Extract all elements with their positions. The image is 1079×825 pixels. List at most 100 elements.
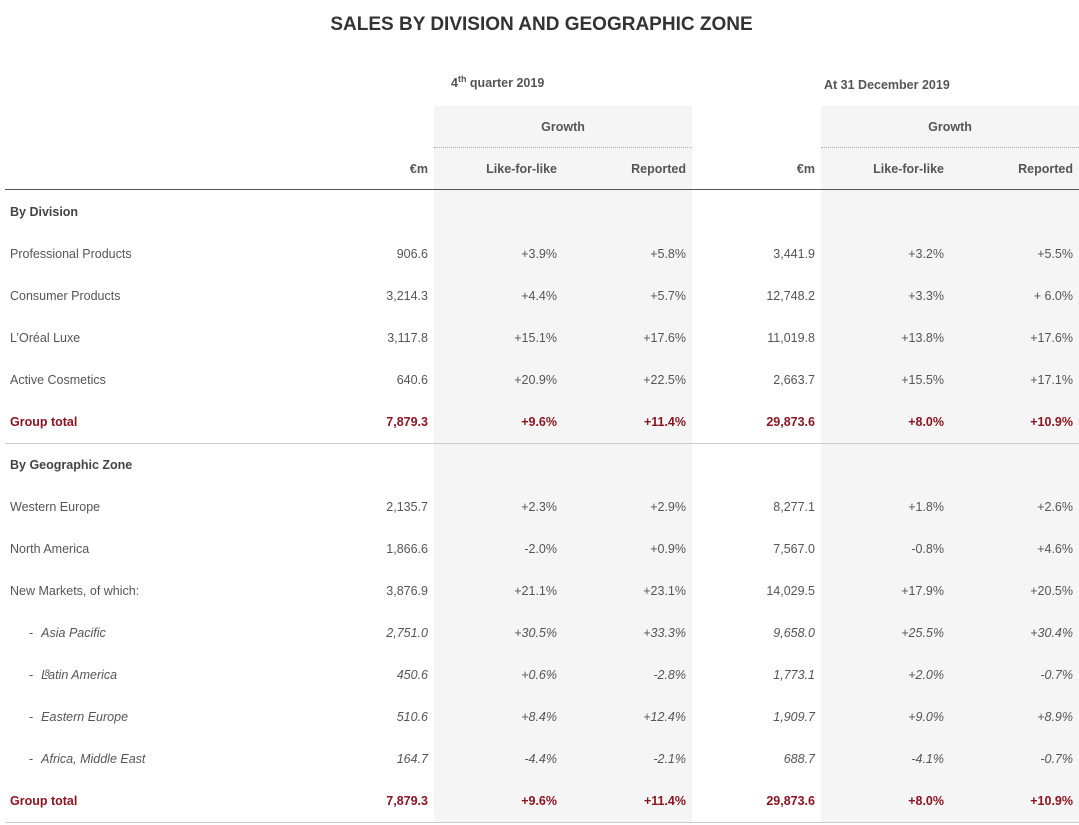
row-label: North America [10, 542, 90, 556]
row-label: - Africa, Middle East [29, 752, 145, 766]
region-name: Africa, Middle East [41, 752, 146, 766]
q4-lfl-cell: +2.3% [521, 500, 557, 514]
q4-sales-cell: 640.6 [396, 373, 428, 387]
region-name: Asia Pacific [41, 626, 106, 640]
fy-lfl-cell: +3.3% [908, 289, 944, 303]
fy-reported-cell: +10.9% [1030, 415, 1073, 429]
fy-sales-cell: 9,658.0 [773, 626, 815, 640]
row-label: L’Oréal Luxe [10, 331, 81, 345]
fy-reported-cell: +2.6% [1037, 500, 1073, 514]
fy-lfl-cell: +8.0% [908, 415, 944, 429]
list-dash: - [29, 710, 34, 724]
fy-reported-cell: +5.5% [1037, 247, 1073, 261]
region-name: Latin America [41, 668, 118, 682]
fy-sales-cell: 12,748.2 [766, 289, 815, 303]
row-label: New Markets, of which: [10, 584, 140, 598]
q4-reported-cell: +0.9% [650, 542, 686, 556]
fy-lfl-cell: +2.0% [908, 668, 944, 682]
fy-sales-cell: 1,909.7 [773, 710, 815, 724]
q4-superscript: th [457, 74, 467, 84]
fy-sales-cell: 11,019.8 [767, 331, 815, 345]
q4-reported-cell: -2.1% [653, 752, 686, 766]
q4-growth-divider [434, 147, 692, 148]
table-row: Professional Products 906.6 +3.9% +5.8% … [0, 247, 1079, 267]
section-heading-division: By Division [0, 205, 1079, 225]
division-group-total-row: Group total 7,879.3 +9.6% +11.4% 29,873.… [0, 415, 1079, 435]
row-label: - Eastern Europe [29, 710, 128, 724]
sub-region-row: - Asia Pacific 2,751.0 +30.5% +33.3% 9,65… [0, 626, 1079, 646]
row-label: Group total [10, 415, 78, 429]
q4-reported-cell: +23.1% [643, 584, 686, 598]
fy-lfl-cell: -4.1% [911, 752, 944, 766]
sub-region-row: - Africa, Middle East 164.7 -4.4% -2.1% 6… [0, 752, 1079, 772]
row-label: - Asia Pacific [29, 626, 106, 640]
q4-prefix: 4 [451, 76, 458, 90]
q4-reported-cell: +22.5% [643, 373, 686, 387]
q4-sales-cell: 3,214.3 [386, 289, 428, 303]
fy-sales-cell: 2,663.7 [773, 373, 815, 387]
header-rule [5, 189, 1079, 190]
q4-lfl-cell: +4.4% [521, 289, 557, 303]
row-label: By Geographic Zone [10, 458, 133, 472]
fy-reported-cell: +4.6% [1037, 542, 1073, 556]
row-label: Consumer Products [10, 289, 121, 303]
row-label: Active Cosmetics [10, 373, 106, 387]
sub-region-row: - Latin America 8 450.6 +0.6% -2.8% 1,773… [0, 668, 1079, 688]
q4-em-header: €m [409, 162, 428, 176]
fy-reported-header: Reported [1018, 162, 1073, 176]
sub-region-row: - Eastern Europe 510.6 +8.4% +12.4% 1,909… [0, 710, 1079, 730]
q4-suffix: quarter 2019 [466, 76, 545, 90]
page-title: SALES BY DIVISION AND GEOGRAPHIC ZONE [330, 14, 753, 35]
q4-reported-cell: +5.8% [650, 247, 686, 261]
q4-reported-cell: +12.4% [643, 710, 686, 724]
fy-reported-cell: +10.9% [1030, 794, 1073, 808]
fy-sales-cell: 7,567.0 [773, 542, 815, 556]
fy-lfl-cell: +17.9% [901, 584, 944, 598]
q4-lfl-cell: +3.9% [521, 247, 557, 261]
q4-reported-cell: +2.9% [650, 500, 686, 514]
section-rule [5, 443, 1079, 444]
q4-sales-cell: 2,751.0 [386, 626, 428, 640]
q4-lfl-cell: +9.6% [521, 415, 557, 429]
q4-lfl-cell: +30.5% [514, 626, 557, 640]
table-row: New Markets, of which: 3,876.9 +21.1% +2… [0, 584, 1079, 604]
fy-growth-header: Growth [928, 120, 972, 134]
fy-reported-cell: -0.7% [1040, 668, 1073, 682]
q4-sales-cell: 2,135.7 [386, 500, 428, 514]
row-label: Western Europe [10, 500, 101, 514]
table-row: Consumer Products 3,214.3 +4.4% +5.7% 12… [0, 289, 1079, 309]
fy-reported-cell: +17.1% [1030, 373, 1073, 387]
list-dash: - [29, 626, 34, 640]
fy-sales-cell: 3,441.9 [773, 247, 815, 261]
table-row: L’Oréal Luxe 3,117.8 +15.1% +17.6% 11,01… [0, 331, 1079, 351]
q4-period-header: 4th quarter 2019 [451, 74, 545, 91]
fy-lfl-header: Like-for-like [873, 162, 944, 176]
zone-group-total-row: Group total 7,879.3 +9.6% +11.4% 29,873.… [0, 794, 1079, 814]
q4-reported-cell: +5.7% [650, 289, 686, 303]
fy-sales-cell: 29,873.6 [766, 415, 815, 429]
table-row: Active Cosmetics 640.6 +20.9% +22.5% 2,6… [0, 373, 1079, 393]
fy-sales-cell: 1,773.1 [773, 668, 815, 682]
q4-sales-cell: 7,879.3 [386, 415, 428, 429]
q4-sales-cell: 906.6 [396, 247, 428, 261]
q4-reported-cell: -2.8% [653, 668, 686, 682]
list-dash: - [29, 668, 34, 682]
q4-lfl-cell: -2.0% [524, 542, 557, 556]
section-heading-geographic-zone: By Geographic Zone [0, 458, 1079, 478]
q4-lfl-cell: +20.9% [514, 373, 557, 387]
q4-growth-header: Growth [541, 120, 585, 134]
fy-reported-cell: +20.5% [1030, 584, 1073, 598]
fy-reported-cell: +30.4% [1030, 626, 1073, 640]
fy-lfl-cell: +25.5% [901, 626, 944, 640]
q4-sales-cell: 450.6 [396, 668, 428, 682]
q4-growth-column-shade [434, 106, 692, 823]
fy-sales-cell: 29,873.6 [766, 794, 815, 808]
fy-lfl-cell: +8.0% [908, 794, 944, 808]
fy-reported-cell: +17.6% [1030, 331, 1073, 345]
q4-reported-cell: +11.4% [643, 415, 686, 429]
fy-growth-divider [821, 147, 1079, 148]
q4-sales-cell: 510.6 [396, 710, 428, 724]
q4-reported-cell: +17.6% [643, 331, 686, 345]
fy-em-header: €m [796, 162, 815, 176]
fy-period-header: At 31 December 2019 [824, 78, 950, 92]
